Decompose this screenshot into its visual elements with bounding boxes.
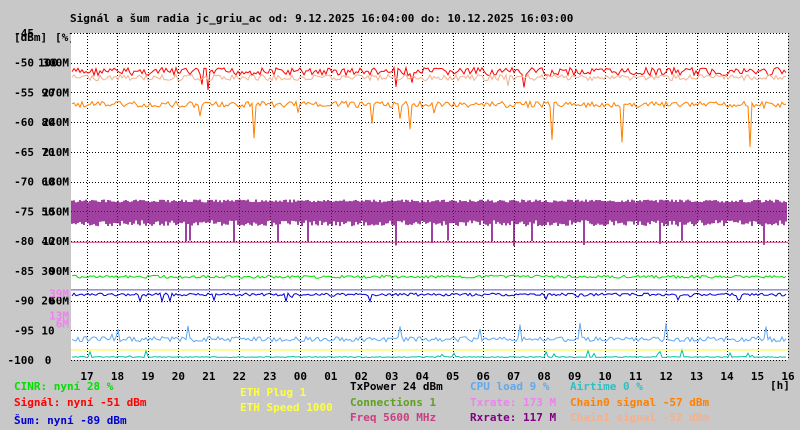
y-rate-tick-label: 90M <box>49 265 69 278</box>
legend: CINR: nyní 28 % Signál: nyní -51 dBm Šum: … <box>14 380 709 427</box>
legend-item: CINR: nyní 28 % <box>14 380 114 393</box>
y-pct-tick-label: 0 <box>45 354 52 367</box>
x-tick-label: 21 <box>202 370 216 383</box>
x-tick-label: 23 <box>263 370 276 383</box>
y-dbm-tick-label: -65 <box>14 146 34 159</box>
series-airtime-line <box>71 347 787 359</box>
x-tick-label: 03 <box>385 370 398 383</box>
y-pct-tick-label: 50 <box>41 205 54 218</box>
series-noise-line <box>71 292 787 304</box>
y-dbm-tick-label: -100 <box>8 354 35 367</box>
y-rate-tick-label: 240M <box>43 116 70 129</box>
x-tick-label: 04 <box>416 370 430 383</box>
x-tick-label: 00 <box>294 370 307 383</box>
series-cinr-line <box>71 274 787 280</box>
y-rate-tick-label: 300M <box>43 57 70 70</box>
pct-axis-header: [%] <box>55 31 75 44</box>
legend-item: Chain1 signal -52 dBm <box>570 411 709 424</box>
hours-axis-header: [h] <box>770 379 790 392</box>
y-dbm-tick-label: -50 <box>14 57 34 70</box>
x-tick-label: 18 <box>111 370 124 383</box>
legend-item: ETH Speed 1000 <box>240 401 333 414</box>
grid-lines <box>71 33 789 361</box>
legend-item: Txrate: 173 M <box>470 396 556 409</box>
y-dbm-tick-label: -60 <box>14 116 34 129</box>
x-tick-label: 02 <box>355 370 368 383</box>
x-tick-label: 19 <box>141 370 154 383</box>
y-pct-tick-label: 30 <box>41 265 54 278</box>
x-tick-label: 05 <box>446 370 459 383</box>
y-small-tick-label: 6M <box>56 317 70 330</box>
legend-item: CPU load 9 % <box>470 380 550 393</box>
x-tick-label: 06 <box>477 370 491 383</box>
series-chain1-line <box>71 73 787 86</box>
series-chain0-line <box>71 99 787 148</box>
legend-item: Rxrate: 117 M <box>470 411 556 424</box>
y-pct-tick-label: 40 <box>41 235 54 248</box>
x-tick-label: 01 <box>324 370 338 383</box>
series-cpu-line <box>71 322 787 343</box>
y-pct-tick-label: 10 <box>41 324 54 337</box>
y-rate-tick-label: 60M <box>49 295 69 308</box>
x-tick-label: 11 <box>629 370 643 383</box>
y-pct-tick-label: 100 <box>38 57 58 70</box>
y-pct-tick-label: 60 <box>41 176 54 189</box>
x-tick-label: 17 <box>80 370 93 383</box>
x-tick-label: 16 <box>781 370 795 383</box>
y-dbm-tick-label: -55 <box>14 86 34 99</box>
y-rate-tick-label: 120M <box>43 235 70 248</box>
y-pct-tick-label: 80 <box>41 116 54 129</box>
x-tick-label: 14 <box>720 370 734 383</box>
series-signal-line <box>71 65 787 90</box>
x-tick-label: 08 <box>538 370 551 383</box>
series-lines <box>71 65 788 359</box>
legend-item: Connections 1 <box>350 396 436 409</box>
x-tick-label: 09 <box>568 370 581 383</box>
x-tick-label: 07 <box>507 370 520 383</box>
y-dbm-tick-label: -90 <box>14 295 34 308</box>
x-axis-labels: 17 18 19 20 21 22 23 00 01 02 03 04 05 06 07 08 09 10 11 12… <box>80 370 795 383</box>
legend-item: Šum: nyní -89 dBm <box>14 414 127 427</box>
dbm-axis-header: [dBm] <box>14 31 47 44</box>
x-tick-label: 20 <box>172 370 185 383</box>
y-dbm-tick-label: -95 <box>14 324 34 337</box>
y-rate-tick-label: 210M <box>43 146 70 159</box>
legend-item: Signál: nyní -51 dBm <box>14 396 147 409</box>
y-pct-tick-label: 20 <box>41 295 54 308</box>
y-dbm-tick-label: -85 <box>14 265 34 278</box>
legend-item: ETH Plug 1 <box>240 386 307 399</box>
legend-item: Airtime 0 % <box>570 380 643 393</box>
y-rate-tick-label: 270M <box>43 86 70 99</box>
legend-item: Chain0 signal -57 dBm <box>570 396 709 409</box>
y-rate-tick-label: 150M <box>43 205 70 218</box>
legend-item: TxPower 24 dBm <box>350 380 443 393</box>
y-dbm-tick-label: -45 <box>14 27 34 40</box>
plot-area <box>71 33 788 360</box>
y-axis-labels: -45-50-55-60-65-70-75-80-85-90-95-100100… <box>8 27 70 367</box>
x-tick-label: 12 <box>659 370 672 383</box>
y-pct-tick-label: 90 <box>41 86 54 99</box>
y-dbm-tick-label: -75 <box>14 205 34 218</box>
y-dbm-tick-label: -70 <box>14 176 34 189</box>
x-tick-label: 15 <box>751 370 764 383</box>
legend-item: Freq 5600 MHz <box>350 411 436 424</box>
x-tick-label: 10 <box>599 370 612 383</box>
y-small-tick-label: 13M <box>49 309 69 322</box>
x-tick-label: 22 <box>233 370 246 383</box>
y-rate-tick-label: 180M <box>43 176 70 189</box>
chart-title: Signál a šum radia jc_griu_ac od: 9.12.2… <box>70 12 573 25</box>
y-dbm-tick-label: -80 <box>14 235 34 248</box>
y-small-tick-label: 39M <box>49 288 69 301</box>
y-pct-tick-label: 70 <box>41 146 54 159</box>
x-tick-label: 13 <box>690 370 703 383</box>
